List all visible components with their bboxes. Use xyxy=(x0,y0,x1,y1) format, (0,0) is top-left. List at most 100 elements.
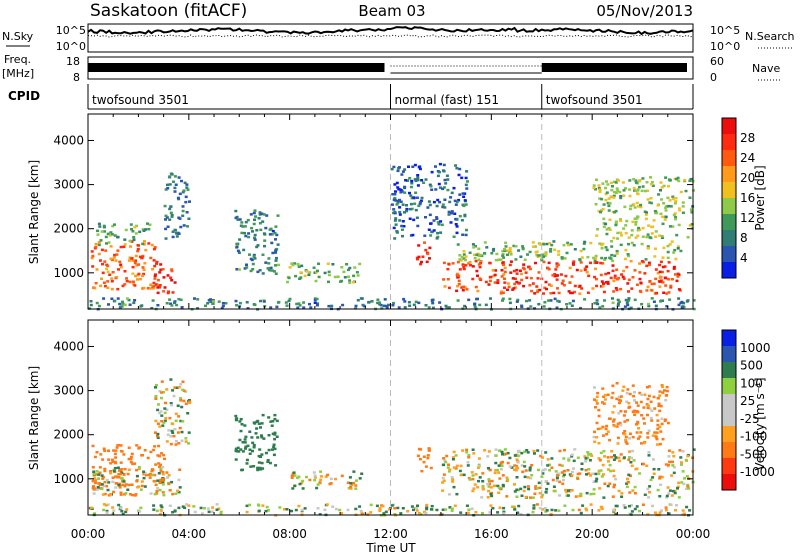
velocity-cell xyxy=(272,445,276,449)
power-cell xyxy=(129,223,133,226)
power-cell xyxy=(531,241,535,244)
power-cell xyxy=(109,245,113,248)
velocity-cell xyxy=(535,503,539,506)
velocity-cell xyxy=(239,429,243,433)
power-cell xyxy=(446,278,450,281)
power-cell xyxy=(243,267,247,270)
power-cell xyxy=(624,248,628,252)
power-cell xyxy=(621,275,625,279)
velocity-cell xyxy=(611,384,615,387)
power-cell xyxy=(163,286,167,289)
power-cell xyxy=(471,277,475,281)
power-cell xyxy=(671,225,675,228)
velocity-cell xyxy=(158,390,162,393)
power-cell xyxy=(674,215,677,219)
power-cell xyxy=(536,255,540,259)
velocity-cell xyxy=(523,465,527,468)
velocity-cell xyxy=(599,505,603,509)
velocity-cell xyxy=(513,464,517,467)
power-cell xyxy=(570,291,574,295)
velocity-cell xyxy=(122,453,126,456)
power-cell xyxy=(580,287,584,290)
power-cell xyxy=(614,181,618,184)
power-cell xyxy=(499,292,503,295)
velocity-cell xyxy=(557,472,561,475)
velocity-cell xyxy=(448,506,452,509)
velocity-cell xyxy=(103,449,107,453)
velocity-cell xyxy=(163,411,167,415)
power-cell xyxy=(646,245,650,248)
velocity-cell xyxy=(585,508,589,512)
power-cell xyxy=(253,257,257,260)
power-cell xyxy=(673,248,677,252)
power-cell xyxy=(315,304,319,307)
velocity-cell xyxy=(602,402,606,405)
power-cell xyxy=(465,170,469,173)
power-cell xyxy=(313,298,317,302)
power-cell xyxy=(670,240,674,243)
power-cell xyxy=(438,186,442,189)
velocity-cell xyxy=(626,388,630,391)
velocity-cell xyxy=(219,512,223,515)
velocity-cell xyxy=(159,469,163,472)
power-cell xyxy=(666,244,670,248)
velocity-cell xyxy=(611,391,615,395)
velocity-cell xyxy=(159,509,163,512)
power-cell xyxy=(417,244,421,247)
power-cell xyxy=(267,262,271,265)
power-cell xyxy=(342,270,346,274)
velocity-cell xyxy=(154,386,157,389)
power-cell xyxy=(530,289,534,293)
power-cell xyxy=(538,288,542,292)
power-cell xyxy=(265,214,269,217)
power-cell xyxy=(593,275,597,279)
power-cell xyxy=(144,228,148,231)
power-cell xyxy=(628,188,632,191)
power-cell xyxy=(654,277,658,281)
power-cell xyxy=(641,185,645,188)
power-cell xyxy=(339,280,342,283)
velocity-cell xyxy=(293,474,297,477)
velocity-cell xyxy=(661,437,665,441)
velocity-cell xyxy=(94,473,98,476)
power-cell xyxy=(394,217,398,220)
velocity-colorbar-frame xyxy=(721,329,737,491)
velocity-cell xyxy=(179,383,183,386)
velocity-cell xyxy=(381,504,385,508)
velocity-cell xyxy=(597,472,601,475)
power-cell xyxy=(524,271,528,274)
velocity-cell xyxy=(647,429,651,432)
power-cell xyxy=(413,178,417,181)
power-cell xyxy=(181,190,185,194)
velocity-cell xyxy=(657,468,661,471)
power-cell xyxy=(423,241,426,244)
velocity-cell xyxy=(659,430,663,433)
power-cell xyxy=(257,217,261,220)
power-cell xyxy=(650,297,654,300)
power-cell xyxy=(627,299,631,302)
power-cell xyxy=(403,211,406,214)
velocity-cell xyxy=(130,483,134,486)
velocity-cell xyxy=(315,486,319,490)
power-colorbar-tick-label-5: 24 xyxy=(740,151,755,165)
power-cell xyxy=(604,272,608,276)
velocity-cell xyxy=(620,495,624,498)
power-cell xyxy=(207,299,211,302)
velocity-cell xyxy=(625,485,629,489)
velocity-cell xyxy=(608,482,612,485)
velocity-cell xyxy=(643,493,647,496)
velocity-cell xyxy=(664,398,668,402)
power-cell xyxy=(253,209,257,212)
velocity-colorbar-swatch-6 xyxy=(722,378,736,394)
velocity-cell xyxy=(318,513,322,516)
velocity-cell xyxy=(654,434,658,438)
velocity-cell xyxy=(260,436,264,439)
velocity-cell xyxy=(614,477,618,481)
velocity-cell xyxy=(514,469,518,472)
power-cell xyxy=(630,233,634,237)
time-tick-label-1: 04:00 xyxy=(172,527,207,541)
velocity-cell xyxy=(193,510,197,514)
velocity-cell xyxy=(523,485,527,489)
velocity-cell xyxy=(592,435,596,439)
